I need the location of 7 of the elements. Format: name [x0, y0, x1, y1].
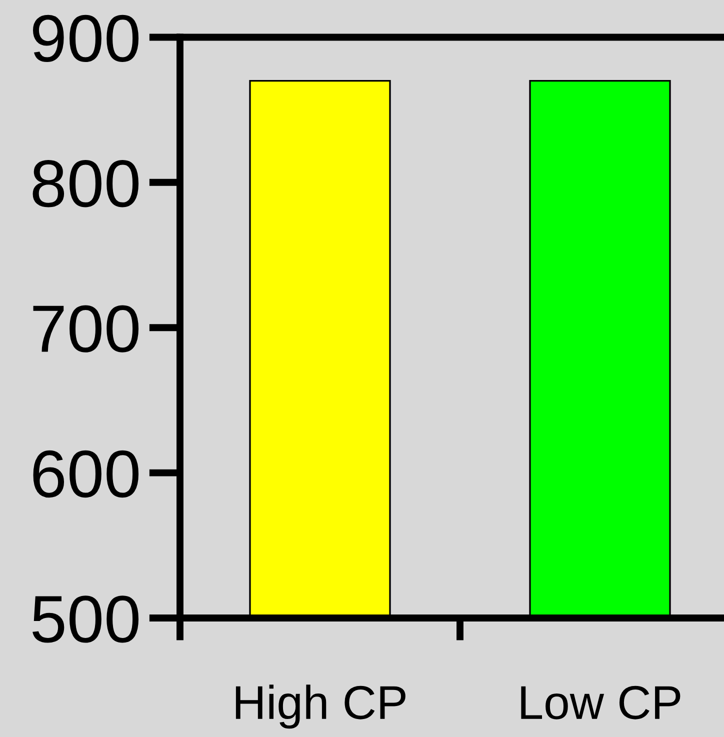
- y-tick-label: 600: [33, 450, 138, 498]
- y-tick-label: 900: [33, 14, 138, 62]
- y-tick-label: 500: [32, 596, 138, 643]
- x-tick-label: Low CP: [521, 686, 680, 720]
- x-tick-label: High CP: [236, 684, 406, 729]
- y-tick-label: 800: [32, 160, 138, 208]
- y-tick-label: 700: [33, 305, 138, 352]
